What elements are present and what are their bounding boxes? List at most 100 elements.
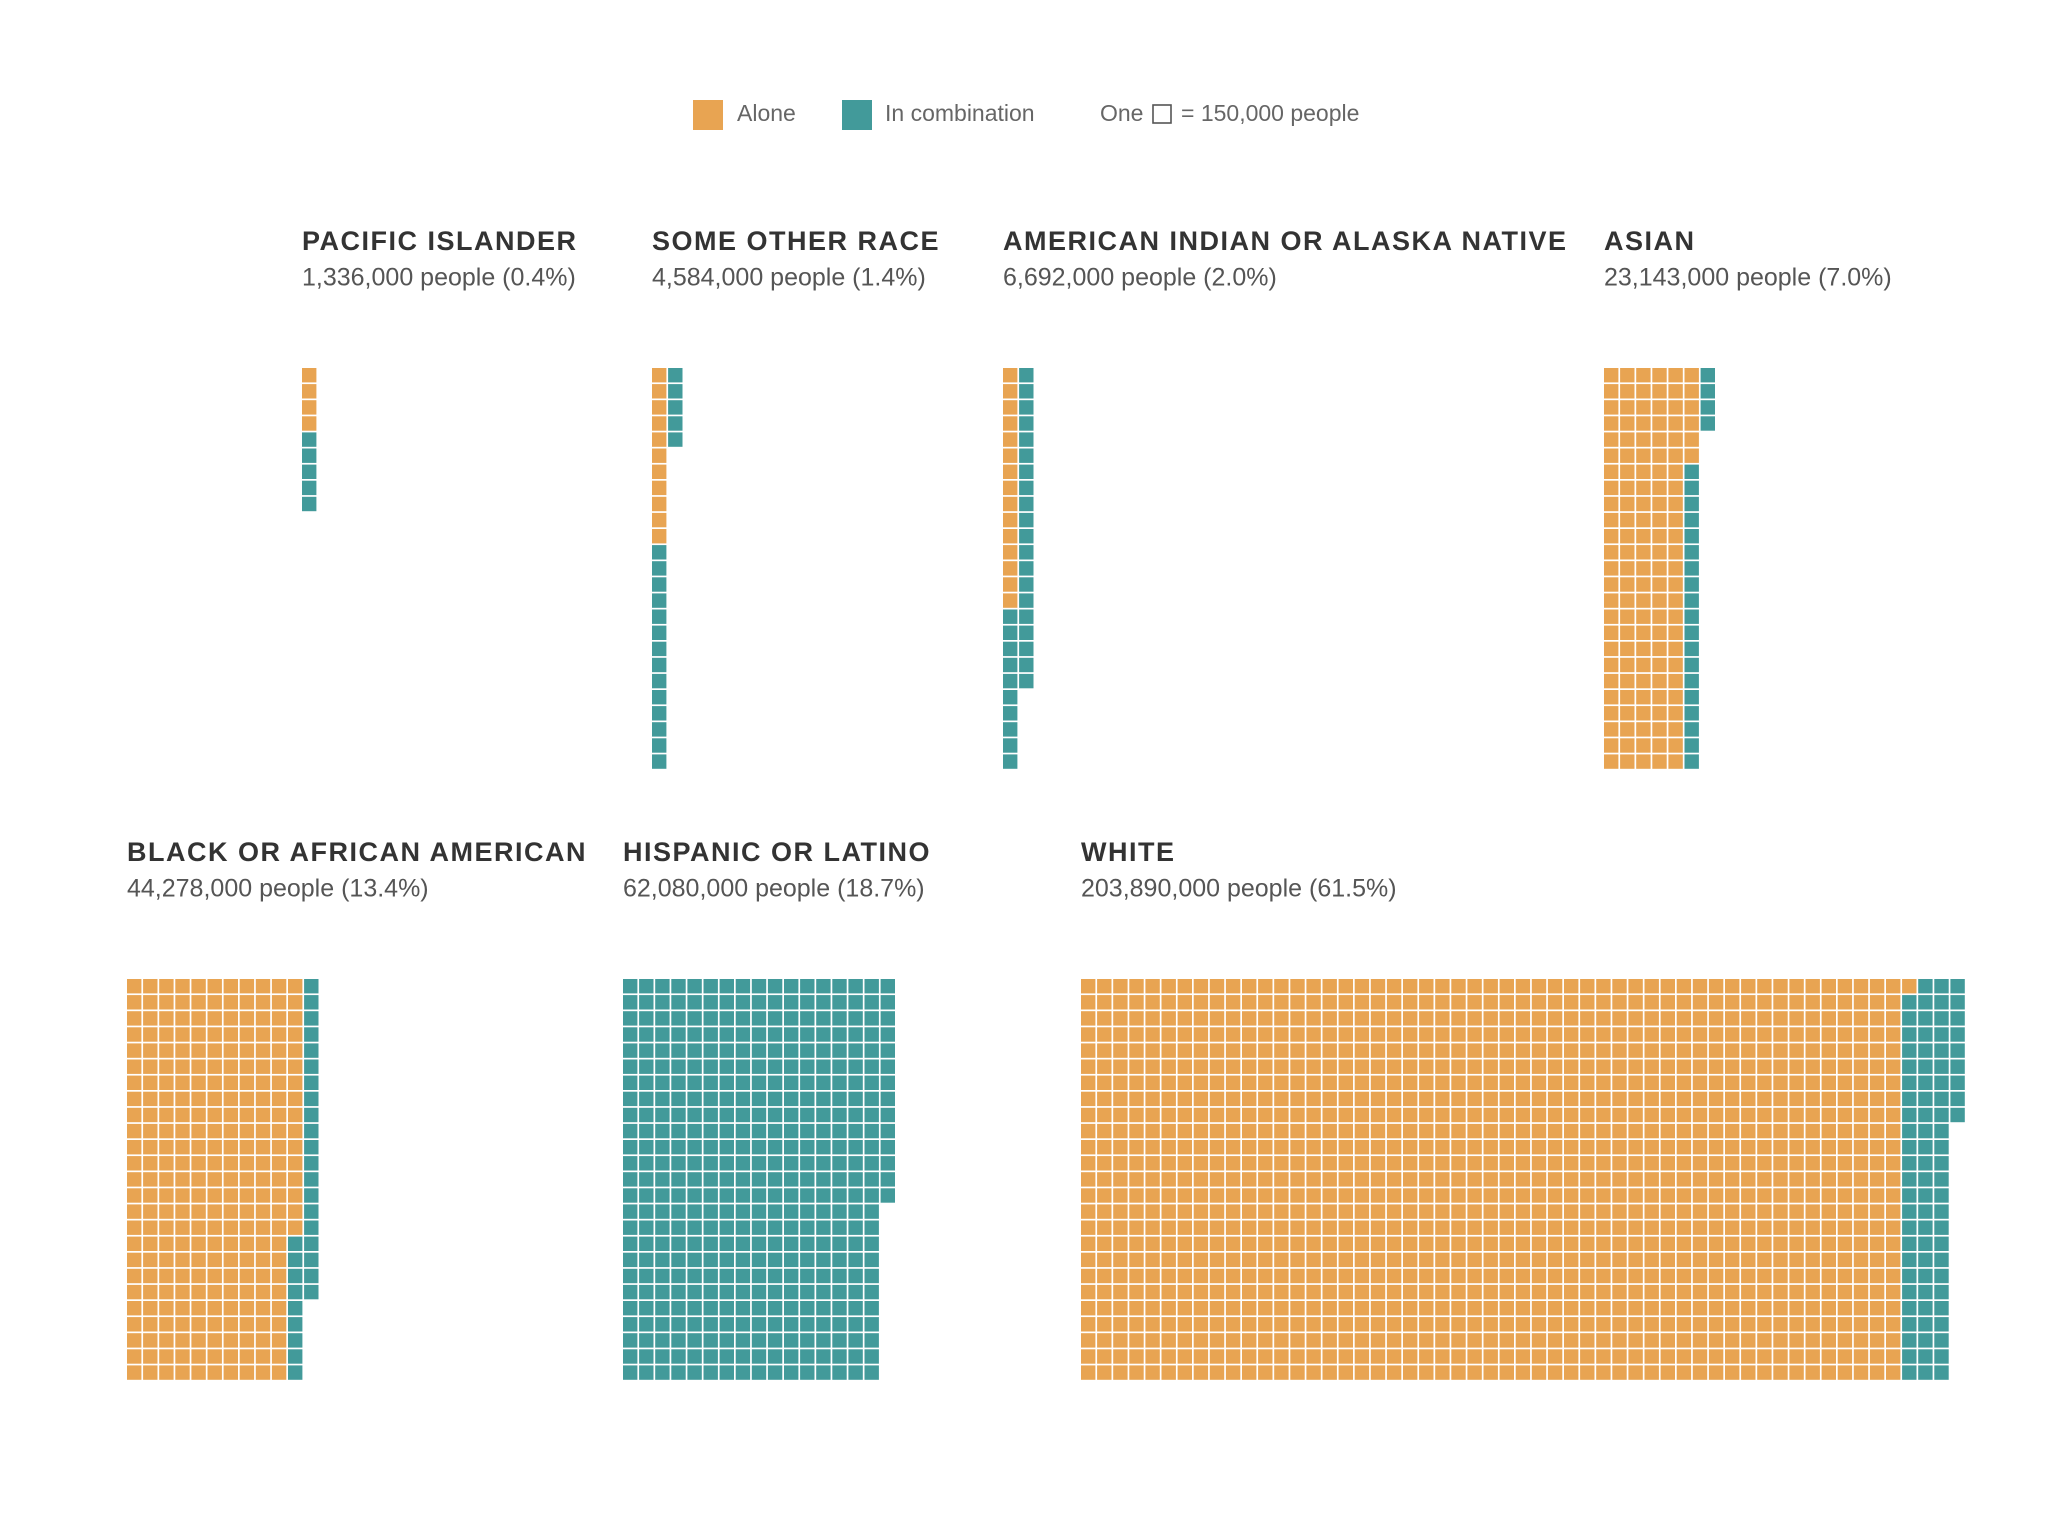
waffle-square bbox=[1019, 464, 1034, 479]
waffle-square bbox=[1692, 979, 1708, 994]
waffle-square bbox=[1499, 1011, 1514, 1026]
waffle-square bbox=[1003, 609, 1018, 624]
waffle-square bbox=[1258, 1091, 1273, 1107]
legend-unit-prefix: One bbox=[1100, 100, 1143, 126]
waffle-square bbox=[1902, 1043, 1917, 1058]
waffle-square bbox=[1274, 1236, 1289, 1251]
waffle-square bbox=[816, 1349, 831, 1364]
waffle-square bbox=[1435, 1156, 1450, 1171]
waffle-square bbox=[1019, 480, 1034, 496]
waffle-square bbox=[800, 1188, 815, 1203]
waffle-square bbox=[1950, 1027, 1965, 1042]
waffle-square bbox=[288, 1236, 303, 1251]
waffle-square bbox=[1636, 722, 1651, 737]
waffle-square bbox=[127, 1333, 142, 1348]
waffle-square bbox=[1322, 1268, 1337, 1284]
waffle-square bbox=[655, 1043, 670, 1058]
waffle-square bbox=[1596, 1252, 1611, 1268]
waffle-square bbox=[1564, 1156, 1579, 1171]
waffle-square bbox=[1419, 1172, 1434, 1187]
waffle-square bbox=[1805, 1107, 1820, 1123]
waffle-square bbox=[751, 1123, 767, 1139]
waffle-square bbox=[1580, 1156, 1595, 1171]
waffle-square bbox=[703, 1188, 718, 1203]
waffle-square bbox=[832, 1333, 847, 1348]
waffle-square bbox=[848, 1252, 863, 1268]
waffle-square bbox=[1620, 480, 1635, 496]
waffle-square bbox=[1177, 1301, 1192, 1316]
waffle-square bbox=[864, 1268, 879, 1284]
waffle-square bbox=[1499, 979, 1514, 994]
waffle-square bbox=[1596, 1027, 1611, 1042]
waffle-square bbox=[1789, 1220, 1804, 1235]
waffle-square bbox=[1741, 1301, 1756, 1316]
waffle-square bbox=[1821, 1188, 1836, 1203]
waffle-square bbox=[1209, 1043, 1225, 1058]
waffle-square bbox=[864, 1301, 879, 1316]
waffle-square bbox=[1515, 1333, 1531, 1348]
waffle-square bbox=[1483, 1333, 1498, 1348]
waffle-square bbox=[1652, 641, 1667, 657]
waffle-square bbox=[832, 1349, 847, 1364]
waffle-square bbox=[1403, 1204, 1418, 1219]
waffle-square bbox=[1370, 1027, 1386, 1042]
waffle-square bbox=[1660, 1123, 1675, 1139]
waffle-square bbox=[207, 1011, 222, 1026]
waffle-square bbox=[1644, 1123, 1659, 1139]
waffle-square bbox=[1097, 1220, 1112, 1235]
waffle-square bbox=[1338, 995, 1353, 1010]
waffle-square bbox=[1652, 593, 1667, 608]
waffle-square bbox=[1451, 979, 1466, 994]
waffle-square bbox=[1676, 1011, 1692, 1026]
waffle-square bbox=[127, 1075, 142, 1090]
waffle-square bbox=[1660, 1043, 1675, 1058]
waffle-square bbox=[639, 1204, 654, 1219]
waffle-square bbox=[1821, 1268, 1836, 1284]
waffle-square bbox=[304, 1027, 319, 1042]
waffle-square bbox=[1652, 512, 1667, 528]
waffle-square bbox=[1620, 432, 1635, 447]
waffle-square bbox=[1853, 1027, 1869, 1042]
waffle-square bbox=[1676, 1252, 1692, 1268]
waffle-square bbox=[800, 1268, 815, 1284]
waffle-square bbox=[1386, 1011, 1402, 1026]
waffle-square bbox=[703, 1172, 718, 1187]
waffle-square bbox=[1636, 690, 1651, 705]
waffle-square bbox=[703, 1123, 718, 1139]
waffle-square bbox=[1019, 529, 1034, 544]
waffle-square bbox=[207, 1027, 222, 1042]
waffle-square bbox=[1564, 1011, 1579, 1026]
waffle-square bbox=[1869, 1188, 1885, 1203]
waffle-square bbox=[1306, 1011, 1321, 1026]
waffle-square bbox=[1620, 561, 1635, 576]
waffle-square bbox=[1193, 1027, 1209, 1042]
waffle-square bbox=[191, 1107, 206, 1123]
waffle-square bbox=[848, 1075, 863, 1090]
waffle-square bbox=[816, 1365, 831, 1380]
waffle-square bbox=[719, 995, 734, 1010]
waffle-square bbox=[159, 1204, 174, 1219]
waffle-square bbox=[1113, 1075, 1128, 1090]
waffle-square bbox=[816, 1236, 831, 1251]
waffle-square bbox=[832, 1284, 847, 1300]
waffle-square bbox=[832, 1172, 847, 1187]
waffle-square bbox=[288, 1027, 303, 1042]
waffle-square bbox=[816, 1268, 831, 1284]
waffle-square bbox=[1902, 1252, 1917, 1268]
waffle-square bbox=[655, 1123, 670, 1139]
waffle-square bbox=[1113, 1188, 1128, 1203]
waffle-square bbox=[191, 1075, 206, 1090]
waffle-square bbox=[687, 1075, 702, 1090]
waffle-square bbox=[1483, 1059, 1498, 1074]
waffle-square bbox=[1097, 1284, 1112, 1300]
waffle-square bbox=[1886, 1011, 1901, 1026]
waffle-square bbox=[1612, 1349, 1627, 1364]
waffle-square bbox=[652, 673, 667, 689]
waffle-square bbox=[1757, 1204, 1772, 1219]
waffle-square bbox=[671, 1220, 686, 1235]
waffle-square bbox=[1515, 1156, 1531, 1171]
waffle-square bbox=[1604, 529, 1619, 544]
waffle-square bbox=[1161, 1317, 1176, 1332]
waffle-square bbox=[1547, 1317, 1563, 1332]
waffle-square bbox=[1515, 1252, 1531, 1268]
